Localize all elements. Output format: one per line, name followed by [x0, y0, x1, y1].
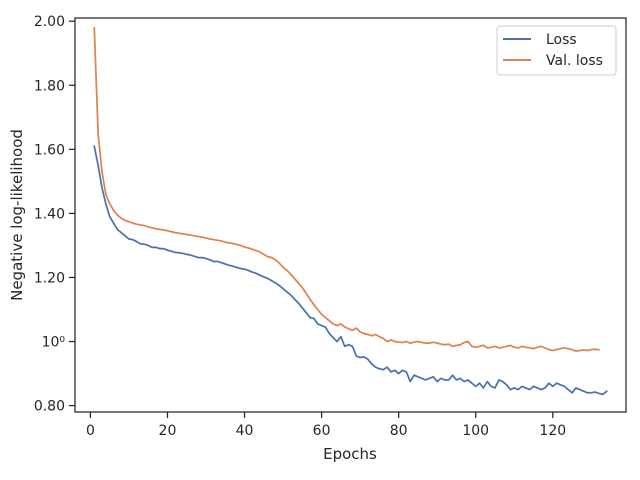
x-tick-label: 60: [313, 423, 331, 439]
x-tick-label: 80: [390, 423, 408, 439]
series-layer: [93, 26, 608, 396]
legend-label-val-loss: Val. loss: [546, 53, 603, 69]
x-axis-label: Epochs: [323, 445, 377, 463]
series-line-loss: [93, 145, 608, 396]
y-tick-label: 1.40: [34, 206, 65, 222]
legend-label-loss: Loss: [546, 32, 577, 48]
y-tick-label: 1.20: [34, 270, 65, 286]
y-tick-label: 2.00: [34, 14, 65, 30]
y-axis-label: Negative log-likelihood: [8, 129, 26, 301]
x-tick-label: 120: [539, 423, 566, 439]
y-tick-label: 0.80: [34, 399, 65, 415]
legend: Loss Val. loss: [496, 25, 617, 76]
y-tick-label: 1.60: [34, 142, 65, 158]
axis-ticks: 0 20 40 60 80 100 120 0.80 10⁰ 1.20 1.40 1.60 1.80 2.…: [34, 14, 566, 439]
x-tick-label: 100: [462, 423, 489, 439]
x-tick-label: 0: [86, 423, 95, 439]
x-tick-label: 40: [236, 423, 254, 439]
plot-frame: [74, 17, 627, 413]
series-line-val-loss: [93, 26, 600, 353]
y-tick-label: 10⁰: [42, 335, 66, 351]
x-tick-label: 20: [159, 423, 177, 439]
y-tick-label: 1.80: [34, 78, 65, 94]
